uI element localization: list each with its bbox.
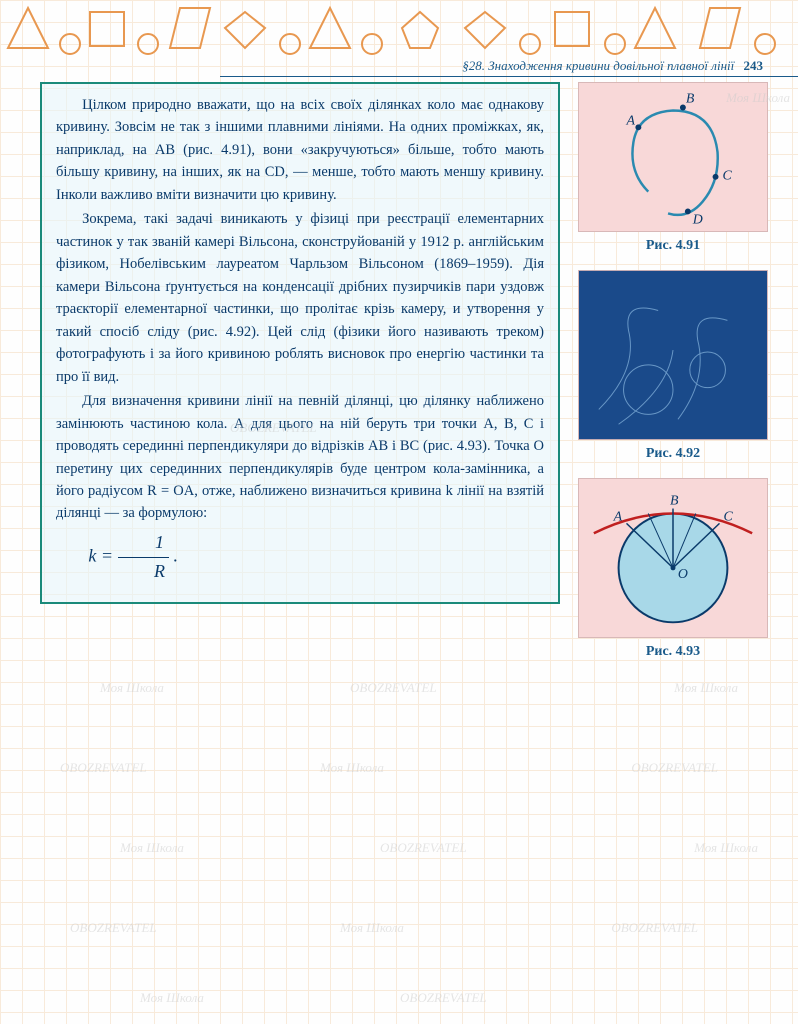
svg-text:A: A <box>625 112 635 127</box>
paragraph-3: Для визначення кривини лінії на певній д… <box>56 390 544 525</box>
figure-4-92 <box>578 270 768 440</box>
svg-text:D: D <box>692 211 703 226</box>
svg-text:O: O <box>678 566 688 581</box>
figure-4-93: A B C O <box>578 478 768 638</box>
header-geometry-shapes <box>0 0 798 60</box>
paragraph-2: Зокрема, такі задачі виникають у фізиці … <box>56 208 544 388</box>
svg-text:B: B <box>670 493 679 508</box>
section-label: §28. Знаходження кривини довільної плавн… <box>462 58 734 73</box>
figure-4-91: A B C D <box>578 82 768 232</box>
svg-text:C: C <box>722 168 732 183</box>
svg-text:A: A <box>613 508 623 523</box>
svg-text:C: C <box>723 508 733 523</box>
formula: k = 1 R . <box>56 529 544 586</box>
text-column: Цілком природно вважати, що на всіх свої… <box>40 82 560 604</box>
figure-4-92-caption: Рис. 4.92 <box>578 446 768 462</box>
section-header: §28. Знаходження кривини довільної плавн… <box>220 58 798 77</box>
figure-4-91-caption: Рис. 4.91 <box>578 238 768 254</box>
figure-4-93-caption: Рис. 4.93 <box>578 644 768 660</box>
paragraph-1: Цілком природно вважати, що на всіх свої… <box>56 94 544 206</box>
page-number: 243 <box>744 58 764 73</box>
figure-column: A B C D Рис. 4.91 Рис. <box>578 82 768 1024</box>
content-wrap: Цілком природно вважати, що на всіх свої… <box>40 82 768 1024</box>
svg-text:B: B <box>686 91 695 106</box>
